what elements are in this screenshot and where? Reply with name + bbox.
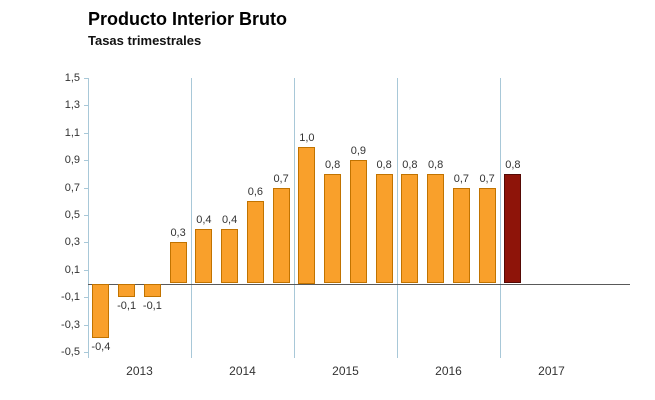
bar-value-label: 0,3	[170, 227, 186, 240]
bar-value-label: -0,1	[117, 300, 137, 313]
bar	[118, 283, 136, 298]
year-label: 2013	[126, 364, 153, 378]
y-axis-tick-icon	[84, 215, 88, 216]
y-axis-tick-icon	[84, 269, 88, 271]
bar-value-label: 0,9	[350, 145, 367, 158]
bar	[452, 187, 470, 284]
bar-value-label: -0,4	[91, 341, 111, 354]
y-axis-tick-icon	[84, 187, 88, 189]
bar-value-label: 0,8	[402, 158, 418, 171]
chart-title: Producto Interior Bruto	[88, 9, 287, 29]
y-axis-tick-icon	[84, 242, 88, 244]
y-axis-tick-icon	[84, 132, 88, 134]
bar-value-label: 0,4	[196, 213, 212, 226]
y-axis-tick-icon	[84, 297, 88, 299]
year-gridline	[500, 78, 501, 358]
bar	[349, 160, 367, 284]
bar	[221, 228, 239, 284]
year-gridline	[397, 78, 398, 358]
year-gridline	[294, 78, 295, 358]
bar	[272, 187, 290, 284]
y-axis-label: 1,5	[64, 72, 80, 84]
year-label: 2016	[435, 364, 462, 378]
bar	[427, 173, 445, 284]
bar-value-label: 0,8	[376, 158, 392, 171]
y-axis-tick-icon	[84, 105, 88, 107]
y-axis-label: -0,1	[61, 291, 80, 304]
bar	[478, 187, 496, 284]
bar	[504, 173, 522, 284]
y-axis-label: 1,3	[64, 99, 80, 112]
y-axis-label: 0,5	[64, 209, 80, 221]
y-axis-tick-icon	[84, 160, 88, 162]
bar	[298, 146, 316, 284]
bar	[375, 173, 393, 284]
bar	[401, 173, 419, 284]
y-axis-label: 0,7	[64, 181, 80, 194]
bar	[92, 283, 110, 339]
bar-value-label: -0,1	[142, 300, 162, 313]
y-axis-label: 0,3	[64, 236, 80, 249]
bar	[195, 228, 213, 284]
bar-value-label: 0,7	[479, 172, 495, 185]
y-axis-label: 0,1	[64, 263, 80, 276]
bar	[143, 283, 161, 298]
y-axis-label: 0,9	[64, 154, 80, 167]
year-label: 2014	[229, 364, 256, 378]
zero-line	[88, 283, 630, 285]
y-axis-tick-icon	[84, 352, 88, 353]
year-gridline	[191, 78, 192, 358]
bar	[324, 173, 342, 284]
bar	[169, 242, 187, 284]
chart-subtitle: Tasas trimestrales	[88, 33, 202, 48]
year-label: 2015	[332, 364, 359, 378]
bar-value-label: 0,7	[273, 172, 289, 185]
bar-value-label: 0,8	[324, 158, 341, 171]
bar-value-label: 0,8	[505, 158, 521, 171]
bar-value-label: 1,0	[299, 131, 315, 144]
y-axis-tick-icon	[84, 78, 88, 79]
y-axis-label: -0,5	[61, 346, 80, 358]
y-axis-tick-icon	[84, 324, 88, 326]
bar-value-label: 0,4	[221, 213, 238, 226]
bar-value-label: 0,7	[453, 172, 470, 185]
y-axis-label: -0,3	[61, 318, 80, 331]
y-axis-line	[88, 78, 89, 358]
year-label: 2017	[538, 364, 565, 378]
bar	[246, 201, 264, 284]
y-axis-label: 1,1	[64, 126, 80, 139]
bar-value-label: 0,8	[427, 158, 444, 171]
bar-value-label: 0,6	[247, 186, 264, 199]
